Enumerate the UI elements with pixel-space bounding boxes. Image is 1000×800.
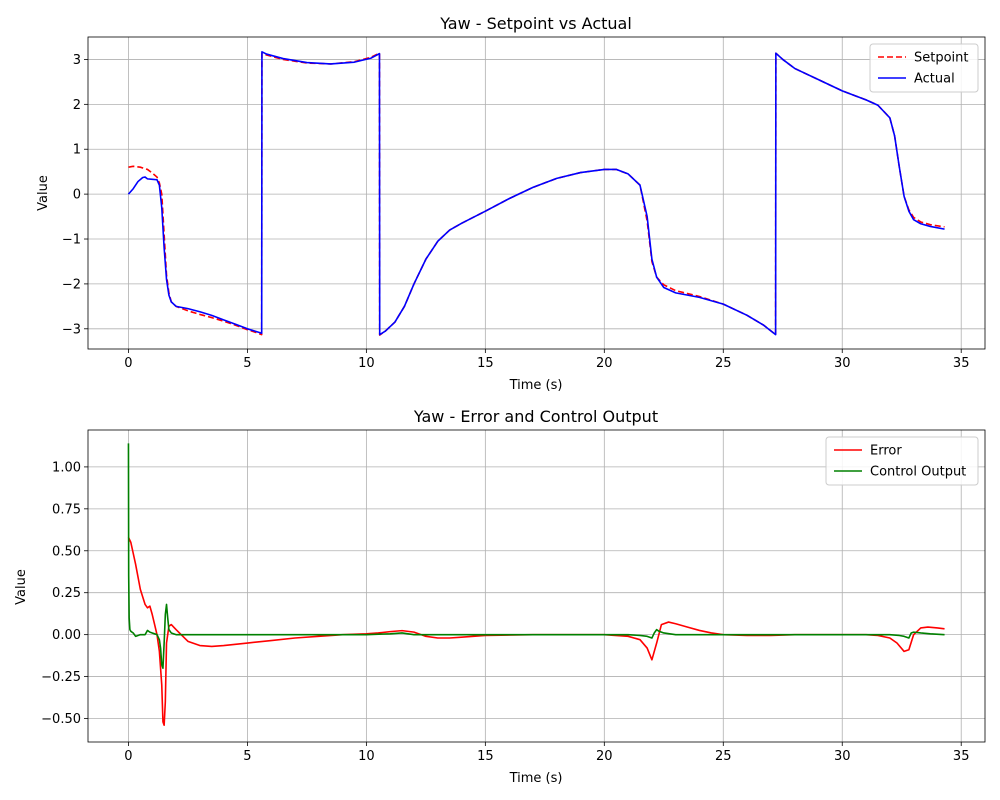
x-tick-label: 10 xyxy=(358,749,375,764)
y-tick-label: 0.75 xyxy=(52,502,81,517)
x-tick-label: 5 xyxy=(243,356,251,371)
x-tick-label: 30 xyxy=(834,356,851,371)
y-tick-label: 1 xyxy=(73,143,81,158)
y-tick-label: −2 xyxy=(62,277,81,292)
x-tick-label: 15 xyxy=(477,749,494,764)
legend: Error Control Output xyxy=(825,436,979,486)
y-tick-label: −1 xyxy=(62,233,81,248)
x-tick-label: 10 xyxy=(358,356,375,371)
plot-area: 0 5 10 15 20 25 30 35 −3 −2 −1 0 1 2 3 Setpoint Actual xyxy=(62,36,986,371)
axes-frame xyxy=(87,36,986,350)
y-tick-label: 0.50 xyxy=(52,544,81,559)
x-tick-label: 20 xyxy=(596,356,613,371)
y-axis-label: Value xyxy=(36,175,51,211)
x-tick-label: 20 xyxy=(596,749,613,764)
x-tick-label: 25 xyxy=(715,749,732,764)
x-tick-label: 0 xyxy=(124,356,132,371)
y-tick-label: −0.50 xyxy=(41,712,81,727)
x-tick-label: 0 xyxy=(124,749,132,764)
y-tick-label: 0.25 xyxy=(52,586,81,601)
x-tick-label: 5 xyxy=(243,749,251,764)
chart-yaw-setpoint-vs-actual: Yaw - Setpoint vs Actual 0 5 10 15 20 25 30 35−… xyxy=(36,14,986,393)
legend-label: Setpoint xyxy=(914,51,969,66)
series-line-control-output xyxy=(127,443,945,669)
plot-area: 0 5 10 15 20 25 30 35 −0.50 −0.25 0.00 0.25 0.50 0.75… xyxy=(41,429,986,764)
chart-title: Yaw - Error and Control Output xyxy=(413,407,658,426)
chart-yaw-error-and-control-output: Yaw - Error and Control Output 0 5 10 15 20 2… xyxy=(14,407,986,786)
legend-box xyxy=(869,43,979,93)
x-tick-label: 35 xyxy=(953,749,970,764)
axes-frame xyxy=(87,429,986,743)
legend-label: Error xyxy=(870,444,902,459)
x-axis-label: Time (s) xyxy=(509,771,563,786)
x-tick-label: 30 xyxy=(834,749,851,764)
x-tick-label: 35 xyxy=(953,356,970,371)
y-tick-label: 2 xyxy=(73,98,81,113)
y-tick-label: 0.00 xyxy=(52,628,81,643)
x-tick-label: 25 xyxy=(715,356,732,371)
y-tick-label: 3 xyxy=(73,53,81,68)
legend-label: Actual xyxy=(914,72,955,87)
y-tick-label: 1.00 xyxy=(52,460,81,475)
series-line-actual xyxy=(127,51,945,336)
x-axis-label: Time (s) xyxy=(509,378,563,393)
y-tick-label: −3 xyxy=(62,322,81,337)
legend-box xyxy=(825,436,979,486)
y-tick-label: 0 xyxy=(73,188,81,203)
y-axis-label: Value xyxy=(14,569,29,605)
legend-label: Control Output xyxy=(870,465,966,480)
legend: Setpoint Actual xyxy=(869,43,979,93)
chart-title: Yaw - Setpoint vs Actual xyxy=(439,14,632,33)
x-tick-label: 15 xyxy=(477,356,494,371)
y-tick-label: −0.25 xyxy=(41,670,81,685)
